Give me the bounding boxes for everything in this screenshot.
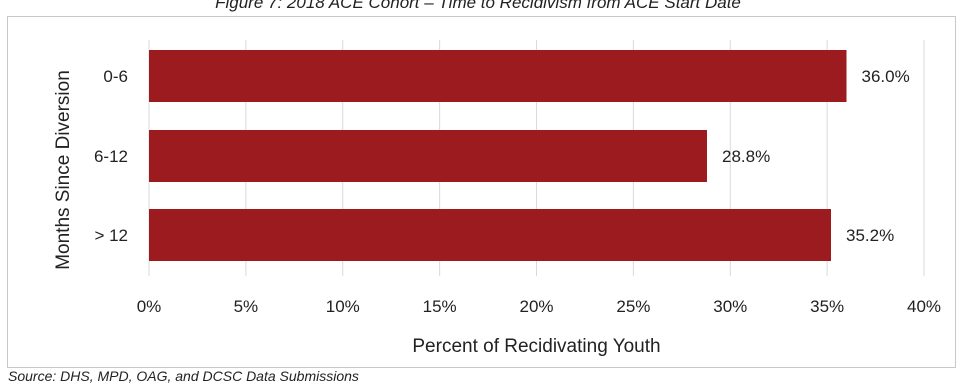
x-tick-label: 15% [423,297,457,316]
data-label: 28.8% [722,147,770,166]
x-tick-label: 20% [519,297,553,316]
chart-title: Figure 7: 2018 ACE Cohort – Time to Reci… [215,0,741,12]
bars [149,50,847,261]
x-tick-label: 30% [713,297,747,316]
category-label: 6-12 [94,147,128,166]
source-note: Source: DHS, MPD, OAG, and DCSC Data Sub… [8,368,359,384]
data-label: 35.2% [846,226,894,245]
x-tick-labels: 0% 5% 10% 15% 20% 25% 30% 35% 40% [137,297,941,316]
x-tick-label: 25% [616,297,650,316]
x-tick-label: 35% [810,297,844,316]
category-label: 0-6 [103,67,128,86]
category-label: > 12 [94,226,128,245]
bar [149,130,707,182]
x-tick-label: 0% [137,297,162,316]
x-axis-title: Percent of Recidivating Youth [412,336,660,357]
x-tick-label: 10% [326,297,360,316]
x-tick-label: 5% [234,297,259,316]
x-tick-label: 40% [907,297,941,316]
category-labels: 0-6 6-12 > 12 [94,67,128,245]
y-axis-title: Months Since Diversion [53,70,74,270]
bar [149,50,847,102]
data-labels: 36.0% 28.8% 35.2% [722,67,910,245]
data-label: 36.0% [862,67,910,86]
bar [149,209,831,261]
